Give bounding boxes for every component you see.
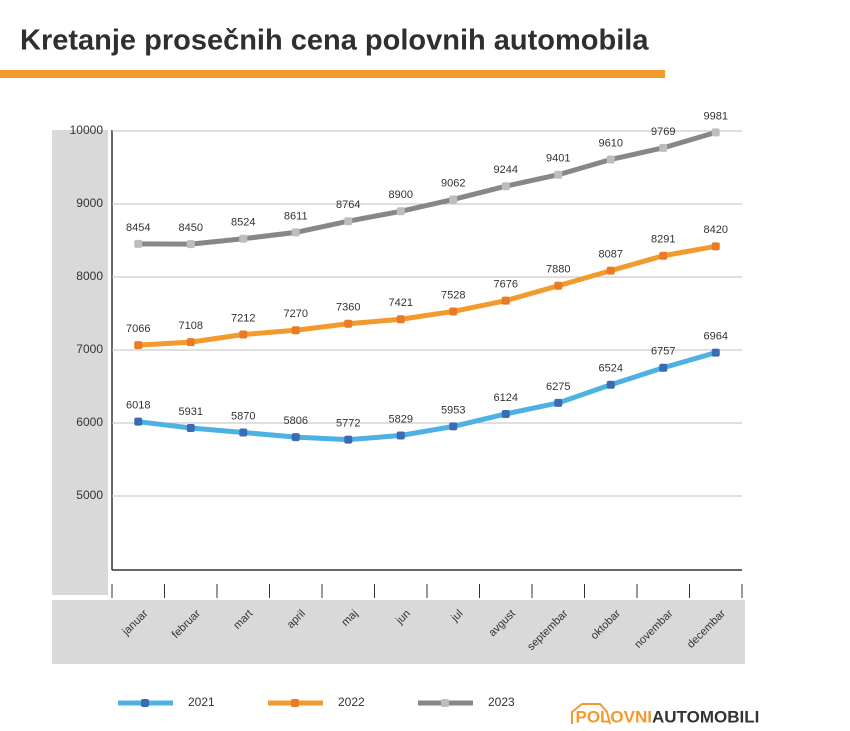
data-label: 6124 <box>494 392 518 404</box>
x-axis-band <box>52 600 745 664</box>
data-label: 8454 <box>126 222 150 234</box>
logo-part1: POLOVNI <box>575 707 652 726</box>
data-label: 6964 <box>704 331 728 343</box>
data-label: 7528 <box>441 289 465 301</box>
point <box>344 319 353 328</box>
data-label: 6275 <box>546 381 570 393</box>
data-label: 7212 <box>231 312 255 324</box>
y-tick-label: 9000 <box>76 196 103 210</box>
point <box>606 155 615 164</box>
point <box>711 348 720 357</box>
legend-marker <box>141 699 149 707</box>
point <box>396 431 405 440</box>
point <box>711 128 720 137</box>
series-line <box>138 243 717 348</box>
point <box>659 363 668 372</box>
point <box>501 409 510 418</box>
point <box>396 207 405 216</box>
data-label: 6524 <box>599 363 623 375</box>
data-label: 8764 <box>336 199 360 211</box>
data-label: 8524 <box>231 217 255 229</box>
point <box>396 315 405 324</box>
point <box>501 296 510 305</box>
point <box>659 251 668 260</box>
legend-label: 2023 <box>488 695 515 709</box>
data-label: 7421 <box>389 297 413 309</box>
series-line <box>137 350 717 443</box>
data-label: 9610 <box>599 137 623 149</box>
data-label: 5953 <box>441 404 465 416</box>
data-label: 8087 <box>599 249 623 261</box>
point <box>449 422 458 431</box>
point <box>554 398 563 407</box>
point <box>554 170 563 179</box>
logo-part2: AUTOMOBILI <box>652 707 759 726</box>
legend-marker <box>441 699 449 707</box>
point <box>659 143 668 152</box>
title-underline <box>0 70 665 78</box>
data-label: 7270 <box>284 308 308 320</box>
point <box>134 417 143 426</box>
point <box>134 239 143 248</box>
data-label: 5829 <box>389 413 413 425</box>
legend-label: 2022 <box>338 695 365 709</box>
data-label: 6757 <box>651 346 675 358</box>
point <box>291 433 300 442</box>
point <box>239 330 248 339</box>
y-tick-label: 6000 <box>76 415 103 429</box>
data-label: 7880 <box>546 264 570 276</box>
point <box>291 228 300 237</box>
y-tick-label: 5000 <box>76 488 103 502</box>
data-label: 8611 <box>284 210 308 222</box>
logo-car <box>571 703 611 725</box>
series-line <box>138 129 717 247</box>
point <box>501 182 510 191</box>
y-tick-label: 10000 <box>70 123 104 137</box>
point <box>186 338 195 347</box>
point <box>449 307 458 316</box>
legend-marker <box>291 699 299 707</box>
data-label: 5870 <box>231 410 255 422</box>
y-axis-band <box>52 130 108 595</box>
data-label: 9981 <box>704 110 728 122</box>
point <box>291 326 300 335</box>
point <box>344 217 353 226</box>
point <box>186 424 195 433</box>
data-label: 6018 <box>126 400 150 412</box>
data-label: 9401 <box>546 153 570 165</box>
data-label: 5931 <box>179 406 203 418</box>
point <box>239 234 248 243</box>
data-label: 9244 <box>494 164 518 176</box>
data-label: 7066 <box>126 323 150 335</box>
data-label: 8420 <box>704 224 728 236</box>
data-label: 8450 <box>179 222 203 234</box>
point <box>186 240 195 249</box>
y-tick-label: 8000 <box>76 269 103 283</box>
data-label: 9769 <box>651 126 675 138</box>
data-label: 8291 <box>651 234 675 246</box>
data-label: 7676 <box>494 279 518 291</box>
data-label: 9062 <box>441 177 465 189</box>
point <box>606 380 615 389</box>
point <box>134 341 143 350</box>
point <box>554 281 563 290</box>
point <box>239 428 248 437</box>
legend-label: 2021 <box>188 695 215 709</box>
data-label: 7108 <box>179 320 203 332</box>
point <box>344 435 353 444</box>
data-label: 5772 <box>336 418 360 430</box>
data-label: 5806 <box>284 415 308 427</box>
data-label: 7360 <box>336 302 360 314</box>
y-tick-label: 7000 <box>76 342 103 356</box>
data-label: 8900 <box>389 189 413 201</box>
point <box>449 195 458 204</box>
point <box>606 266 615 275</box>
chart-title: Kretanje prosečnih cena polovnih automob… <box>20 25 649 57</box>
point <box>711 242 720 251</box>
